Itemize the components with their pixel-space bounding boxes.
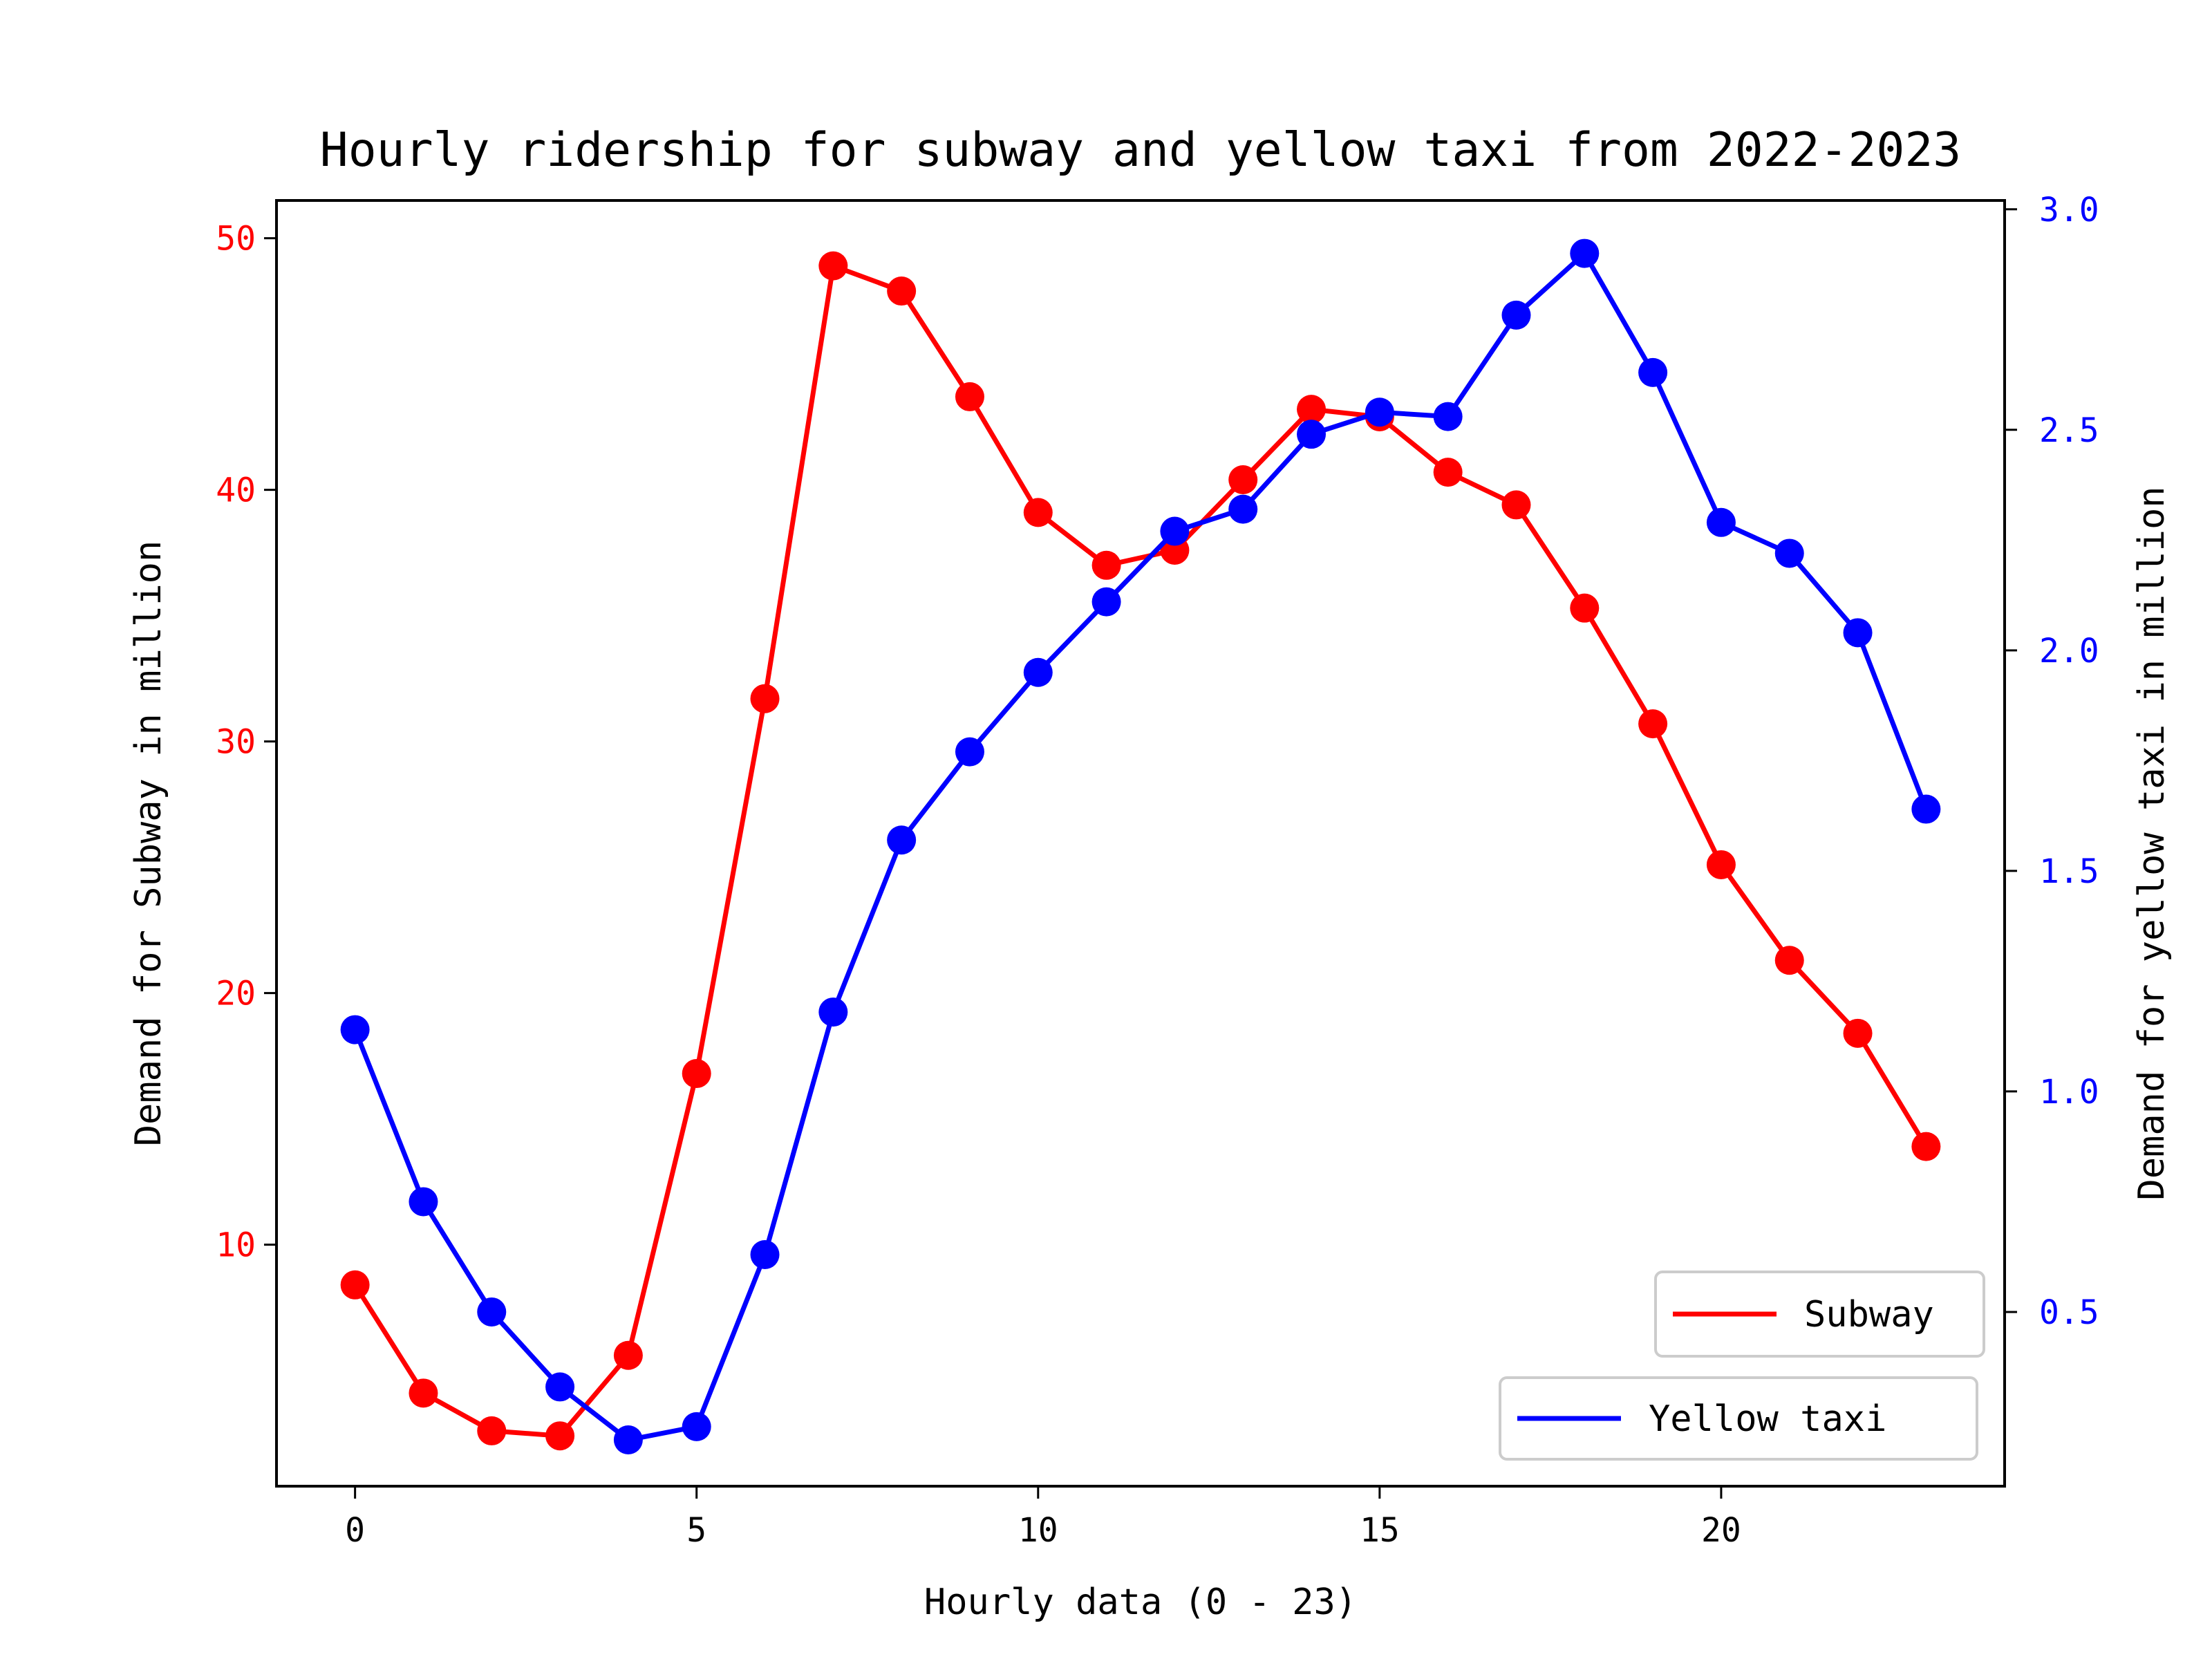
yellow-taxi-point (340, 1015, 370, 1044)
x-axis: 0 5 10 15 20 (345, 1486, 1741, 1550)
subway-point (1297, 395, 1327, 424)
yellow-taxi-point (1091, 587, 1121, 617)
yellow-taxi-point (613, 1425, 643, 1455)
x-tick-label: 20 (1701, 1511, 1741, 1550)
subway-point (1023, 498, 1053, 527)
subway-point (409, 1378, 438, 1408)
y-left-tick-label: 40 (216, 471, 256, 510)
yellow-taxi-point (1501, 300, 1531, 330)
subway-point (1570, 593, 1600, 623)
yellow-taxi-point (1023, 657, 1053, 687)
y-axis-left-label: Demand for Subway in million (128, 541, 169, 1147)
yellow-taxi-point (1297, 420, 1327, 449)
yellow-taxi-point (750, 1240, 780, 1270)
y-right-tick-label: 1.5 (2039, 852, 2099, 891)
yellow-taxi-point (1911, 794, 1941, 824)
subway-point (1774, 946, 1804, 975)
subway-point (613, 1340, 643, 1370)
legend-box-yellow-taxi (1499, 1376, 1978, 1461)
subway-point (1843, 1018, 1873, 1048)
y-left-tick-label: 10 (216, 1226, 256, 1265)
x-tick-label: 5 (686, 1511, 706, 1550)
series-layer (340, 238, 1941, 1455)
subway-point (1706, 850, 1736, 879)
chart-title: Hourly ridership for subway and yellow t… (320, 123, 1962, 178)
yellow-taxi-point (1365, 397, 1394, 427)
x-tick-label: 15 (1360, 1511, 1400, 1550)
y-axis-right-label: Demand for yellow taxi in million (2131, 486, 2173, 1200)
yellow-taxi-point (1843, 618, 1873, 648)
yellow-taxi-point (545, 1372, 575, 1402)
yellow-taxi-point (1638, 357, 1668, 387)
subway-point (750, 684, 780, 713)
subway-point (682, 1059, 711, 1089)
yellow-taxi-point (1160, 516, 1190, 546)
subway-point (477, 1416, 507, 1445)
subway-point (545, 1421, 575, 1451)
y-right-tick-label: 0.5 (2039, 1293, 2099, 1332)
legend-label-yellow-taxi: Yellow taxi (1649, 1398, 1886, 1440)
subway-point (1228, 465, 1258, 495)
subway-point (955, 382, 984, 411)
x-tick-label: 0 (345, 1511, 365, 1550)
subway-line (353, 263, 1929, 1438)
yellow-taxi-point (887, 825, 917, 855)
yellow-taxi-point (409, 1187, 438, 1217)
x-axis-label: Hourly data (0 - 23) (924, 1582, 1357, 1623)
subway-point (1433, 458, 1463, 487)
y-right-tick-label: 2.0 (2039, 632, 2099, 671)
y-axis-left: 10 20 30 40 50 (216, 220, 276, 1265)
subway-point (340, 1270, 370, 1300)
legend: Subway Yellow taxi (1499, 1271, 1985, 1461)
yellow-taxi-point (1570, 238, 1600, 268)
y-right-tick-label: 2.5 (2039, 411, 2099, 450)
y-left-tick-label: 50 (216, 220, 256, 259)
subway-point (818, 251, 848, 281)
yellow-taxi-point (1433, 402, 1463, 431)
y-right-tick-label: 1.0 (2039, 1073, 2099, 1112)
subway-point (1911, 1132, 1941, 1161)
legend-box-subway (1654, 1271, 1985, 1358)
y-axis-right: 0.5 1.0 1.5 2.0 2.5 3.0 (2005, 191, 2099, 1332)
subway-point (1638, 709, 1668, 739)
yellow-taxi-point (477, 1297, 507, 1327)
yellow-taxi-point (955, 737, 984, 767)
subway-point (1501, 490, 1531, 520)
x-tick-label: 10 (1018, 1511, 1058, 1550)
yellow-taxi-point (1774, 538, 1804, 568)
y-left-tick-label: 20 (216, 975, 256, 1013)
yellow-taxi-point (682, 1412, 711, 1441)
subway-point (1091, 550, 1121, 580)
y-right-tick-label: 3.0 (2039, 191, 2099, 229)
plot-frame (275, 199, 2006, 1488)
yellow-taxi-point (1228, 494, 1258, 524)
yellow-taxi-point (1706, 507, 1736, 537)
legend-label-subway: Subway (1804, 1294, 1934, 1335)
y-left-tick-label: 30 (216, 723, 256, 762)
yellow-taxi-point (818, 997, 848, 1027)
subway-point (887, 276, 917, 306)
